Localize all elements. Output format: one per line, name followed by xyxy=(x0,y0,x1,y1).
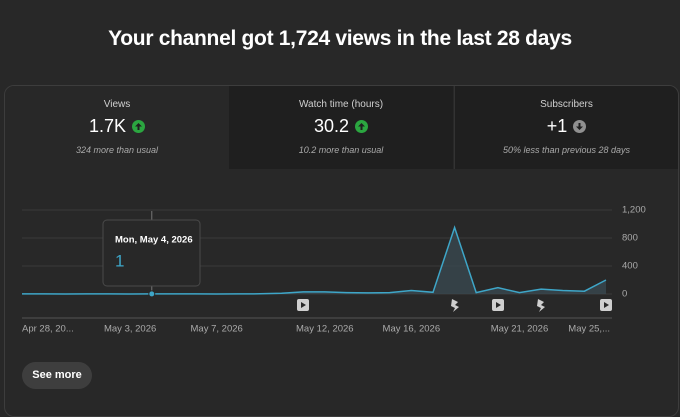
x-tick-label: May 21, 2026 xyxy=(491,324,549,335)
y-tick-label: 800 xyxy=(622,233,638,244)
x-tick-label: May 25,... xyxy=(568,324,610,335)
shorts-icon xyxy=(537,299,545,312)
metric-label: Watch time (hours) xyxy=(298,99,384,110)
metric-value: 1.7K xyxy=(88,116,127,136)
down-icon xyxy=(573,120,587,133)
chart: 0 400 800 1,200 Apr 28, 20... May 3, 2026 May … xyxy=(22,205,646,335)
page: {"header": {"title": "Your channel got 1… xyxy=(4,27,679,417)
tooltip-date: Mon, May 4, 2026 xyxy=(115,235,193,246)
tooltip-value: 1 xyxy=(115,251,124,270)
up-icon xyxy=(355,120,369,133)
metric-label: Subscribers xyxy=(540,99,593,110)
tooltip-box xyxy=(102,219,201,287)
metric-value: +1 xyxy=(546,116,568,136)
hover-point xyxy=(148,290,156,298)
upload-icons xyxy=(297,299,612,312)
up-icon xyxy=(132,120,146,133)
metric-value-row: 30.2 xyxy=(229,116,453,137)
metric-note: 10.2 more than usual xyxy=(298,145,384,155)
see-more-button[interactable]: See more xyxy=(22,362,92,389)
x-tick-label: May 16, 2026 xyxy=(383,324,441,335)
y-tick-label: 400 xyxy=(622,261,638,272)
video-icon-play xyxy=(604,302,609,308)
metric-value-row: +1 xyxy=(455,116,678,137)
y-tick-label: 0 xyxy=(622,289,627,300)
metric-note: 50% less than previous 28 days xyxy=(502,145,631,155)
x-tick-label: May 12, 2026 xyxy=(296,324,354,335)
metric-note: 324 more than usual xyxy=(75,145,159,155)
line xyxy=(22,225,607,295)
x-tick-label: May 3, 2026 xyxy=(104,324,156,335)
metric-value: 30.2 xyxy=(313,116,350,136)
shorts-icon xyxy=(451,299,459,312)
x-tick-label: May 7, 2026 xyxy=(191,324,243,335)
page-title: Your channel got 1,724 views in the last… xyxy=(108,27,572,50)
video-icon-play xyxy=(301,302,306,308)
watch-time-tab[interactable]: Watch time (hours) 30.2 10.2 more than u… xyxy=(229,86,453,169)
x-tick-label: Apr 28, 20... xyxy=(22,324,74,335)
y-tick-label: 1,200 xyxy=(622,205,646,216)
video-icon-play xyxy=(496,302,501,308)
views-tab[interactable]: Views 1.7K 324 more than usual xyxy=(5,86,229,169)
metric-label: Views xyxy=(103,99,131,110)
metric-value-row: 1.7K xyxy=(5,116,229,137)
subscribers-tab[interactable]: Subscribers +1 50% less than previous 28… xyxy=(454,86,678,169)
